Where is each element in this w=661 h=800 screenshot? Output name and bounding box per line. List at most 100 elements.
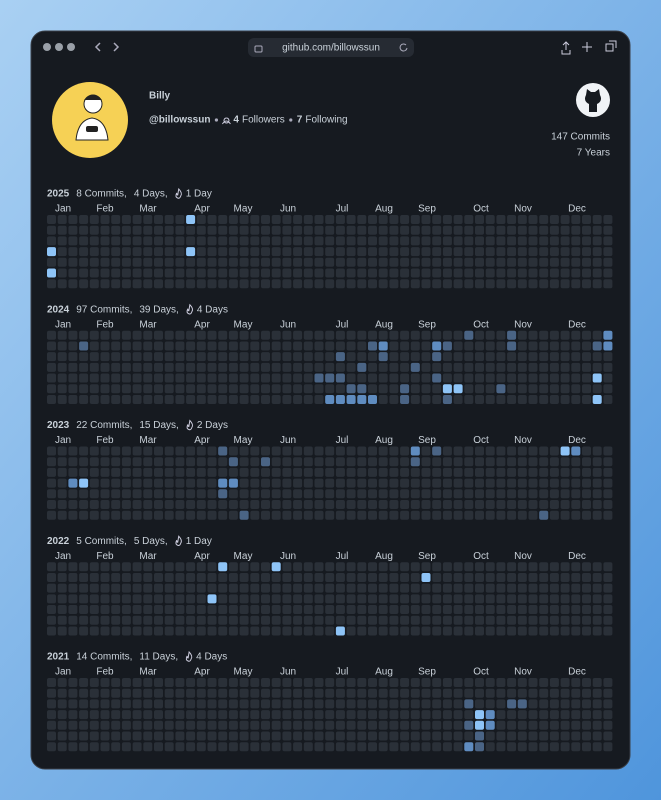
back-button[interactable] [94,42,101,52]
empty-cell [357,236,367,246]
empty-cell [314,394,324,404]
empty-cell [207,615,217,625]
empty-cell [560,362,570,372]
empty-cell [368,510,377,520]
empty-cell [507,605,517,615]
empty-cell [57,720,67,730]
empty-cell [121,268,131,278]
empty-cell [89,615,99,625]
empty-cell [507,352,517,362]
empty-cell [421,742,431,752]
empty-cell [314,225,324,235]
empty-cell [186,615,196,625]
empty-cell [282,236,292,246]
empty-cell [539,720,549,730]
empty-cell [346,583,356,593]
empty-cell [603,279,613,289]
empty-cell [560,279,570,289]
empty-cell [293,330,303,340]
empty-cell [164,742,174,752]
empty-cell [186,710,196,720]
empty-cell [47,742,56,752]
month-label: Sep [418,319,436,330]
empty-cell [464,236,474,246]
empty-cell [228,731,238,741]
address-bar[interactable] [248,38,414,57]
empty-cell [79,731,89,741]
month-label: Jan [55,667,71,678]
empty-cell [79,500,89,509]
empty-cell [261,731,270,741]
github-logo[interactable] [576,83,610,117]
empty-cell [368,594,377,604]
new-tab-button[interactable] [582,42,592,52]
empty-cell [228,572,238,582]
empty-cell [47,731,56,741]
empty-cell [271,489,281,499]
empty-cell [475,384,484,394]
empty-cell [389,225,399,235]
tabs-button[interactable] [605,40,617,52]
empty-cell [325,678,335,687]
empty-cell [228,710,238,720]
window-dot[interactable] [67,43,75,51]
empty-cell [475,446,484,456]
empty-cell [368,605,377,615]
empty-cell [164,678,174,687]
empty-cell [79,394,89,404]
month-label: Dec [568,667,586,678]
empty-cell [314,362,324,372]
empty-cell [111,247,121,257]
window-dot[interactable] [43,43,51,51]
empty-cell [368,699,377,709]
empty-cell [293,605,303,615]
empty-cell [464,279,474,289]
empty-cell [571,489,581,499]
empty-cell [111,279,121,289]
empty-cell [154,457,163,467]
empty-cell [293,384,303,394]
empty-cell [582,373,591,383]
empty-cell [164,478,174,488]
share-button[interactable] [561,41,571,55]
empty-cell [389,510,399,520]
empty-cell [378,572,388,582]
empty-cell [592,446,602,456]
empty-cell [218,594,228,604]
empty-cell [453,467,463,477]
empty-cell [111,268,121,278]
empty-cell [175,457,185,467]
empty-cell [475,362,484,372]
empty-cell [175,394,185,404]
empty-cell [528,688,538,698]
empty-cell [228,257,238,267]
profile-name: Billy [149,91,171,102]
empty-cell [228,562,238,572]
empty-cell [507,720,517,730]
empty-cell [421,257,431,267]
empty-cell [228,720,238,730]
empty-cell [121,394,131,404]
empty-cell [560,247,570,257]
empty-cell [261,500,270,509]
empty-cell [549,710,559,720]
empty-cell [100,489,110,499]
empty-cell [325,257,335,267]
window-dot[interactable] [55,43,63,51]
empty-cell [228,688,238,698]
empty-cell [485,605,495,615]
empty-cell [335,330,345,340]
empty-cell [154,352,163,362]
empty-cell [464,583,474,593]
empty-cell [410,605,420,615]
empty-cell [517,225,527,235]
empty-cell [57,457,67,467]
empty-cell [207,257,217,267]
empty-cell [410,257,420,267]
empty-cell [186,279,196,289]
empty-cell [196,510,206,520]
reload-button[interactable] [399,43,408,52]
empty-cell [464,384,474,394]
empty-cell [539,362,549,372]
forward-button[interactable] [113,42,120,52]
